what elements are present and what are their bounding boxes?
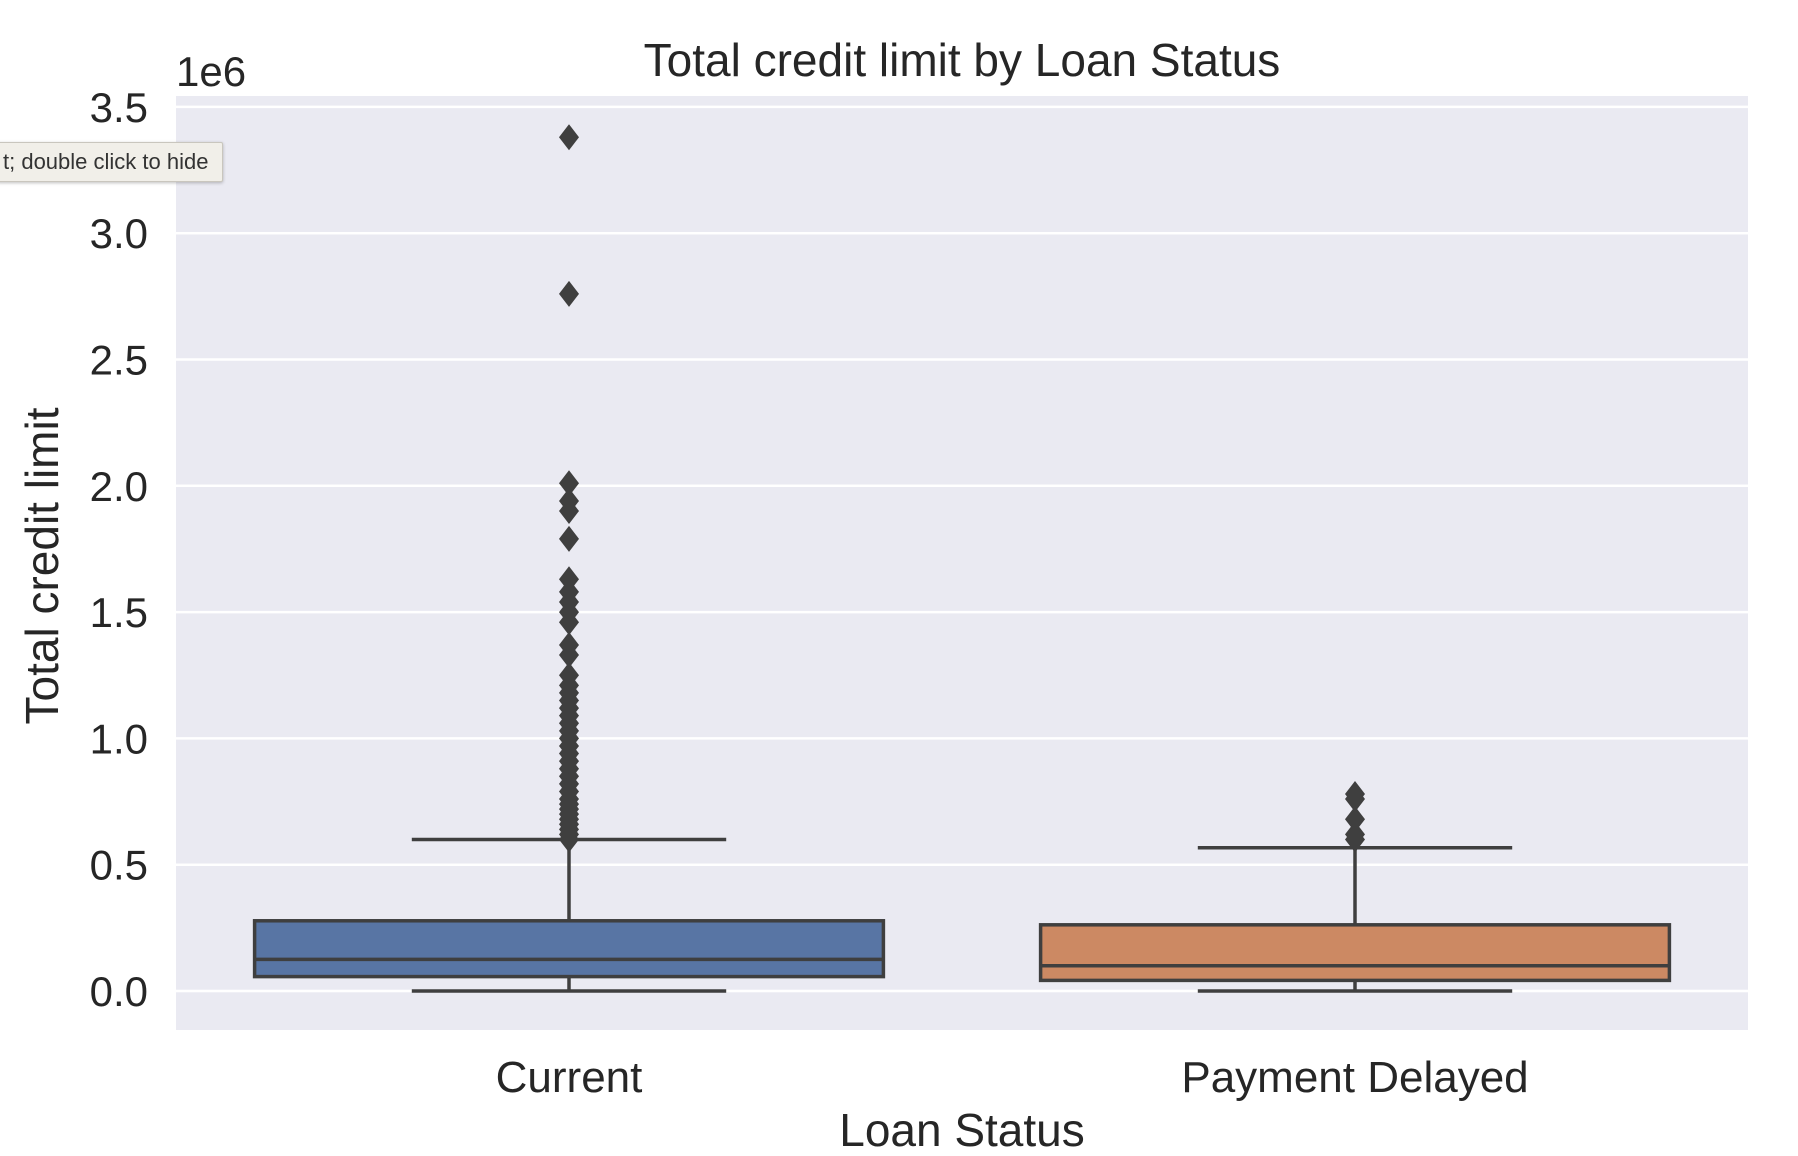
chart-title: Total credit limit by Loan Status: [644, 34, 1281, 86]
x-tick-label: Current: [496, 1053, 643, 1102]
x-tick-label: Payment Delayed: [1181, 1053, 1528, 1102]
box-group: [1038, 780, 1672, 993]
outlier-point: [559, 124, 579, 151]
outlier-point: [559, 280, 579, 307]
plot-area: [176, 96, 1748, 1030]
outlier-point: [1345, 806, 1365, 833]
y-tick-label: 0.0: [90, 968, 148, 1015]
y-tick-label: 3.0: [90, 210, 148, 257]
outlier-point: [1345, 821, 1365, 848]
outlier-point: [559, 470, 579, 497]
x-axis-label: Loan Status: [839, 1104, 1085, 1156]
y-tick-label: 3.5: [90, 84, 148, 131]
grid-lines: [176, 105, 1748, 993]
outlier-point: [559, 662, 579, 689]
y-axis-label: Total credit limit: [16, 407, 68, 724]
tooltip-text: t; double click to hide: [3, 149, 209, 174]
box-iqr: [1038, 923, 1672, 983]
y-offset-label: 1e6: [176, 48, 246, 95]
boxes-group: Current Payment Delayed: [252, 124, 1672, 1102]
outlier-point: [559, 566, 579, 593]
outlier-point: [559, 487, 579, 514]
y-tick-label: 2.0: [90, 463, 148, 510]
y-tick-label: 1.0: [90, 715, 148, 762]
outlier-point: [559, 525, 579, 552]
outlier-point: [559, 631, 579, 658]
y-tick-label: 1.5: [90, 589, 148, 636]
y-tick-labels: 0.0 0.5 1.0 1.5 2.0 2.5 3.0 3.5: [90, 84, 148, 1015]
y-tick-label: 2.5: [90, 337, 148, 384]
y-tick-label: 0.5: [90, 842, 148, 889]
outlier-point: [1345, 780, 1365, 807]
box-iqr: [252, 919, 886, 979]
box-group: [252, 124, 886, 993]
tooltip[interactable]: t; double click to hide: [0, 142, 224, 182]
